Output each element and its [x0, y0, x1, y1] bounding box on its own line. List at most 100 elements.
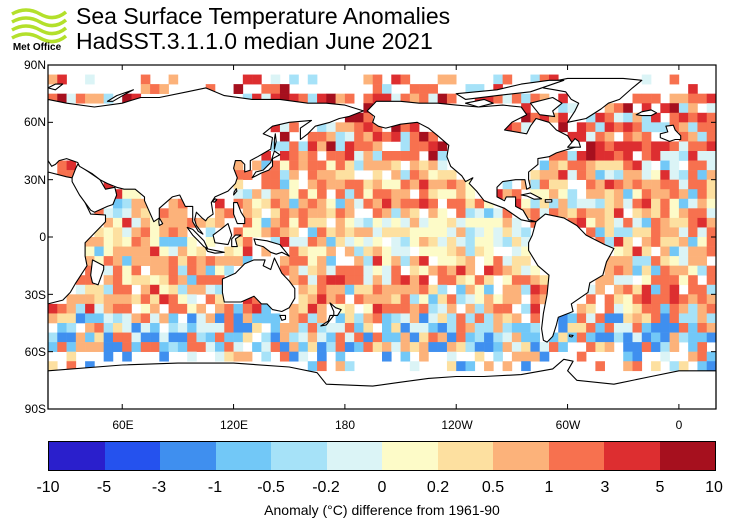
anomaly-cell [279, 122, 290, 133]
anomaly-cell [363, 112, 374, 123]
lat-label-60s: 60S [24, 345, 46, 359]
anomaly-cell [437, 303, 448, 314]
anomaly-cell [391, 265, 401, 276]
anomaly-cell [493, 351, 503, 362]
anomaly-cell [465, 246, 476, 257]
lat-label-90n: 90N [23, 58, 46, 72]
anomaly-cell [317, 294, 327, 305]
anomaly-cell [437, 256, 448, 266]
anomaly-cell [697, 256, 708, 266]
anomaly-cell [372, 189, 383, 200]
anomaly-cell [400, 323, 411, 333]
anomaly-cell [623, 237, 633, 247]
colorbar-tick-label: 5 [655, 479, 665, 496]
anomaly-cell [669, 198, 680, 209]
anomaly-cell [521, 332, 531, 343]
anomaly-cell [456, 265, 466, 276]
anomaly-cell [317, 208, 327, 219]
anomaly-cell [103, 237, 114, 247]
anomaly-cell [307, 294, 318, 305]
anomaly-cell [632, 160, 643, 171]
anomaly-cell [354, 256, 364, 266]
anomaly-cell [391, 208, 401, 219]
anomaly-cell [511, 323, 522, 333]
anomaly-cell [215, 256, 225, 266]
anomaly-cell [400, 342, 411, 352]
anomaly-cell [279, 256, 290, 266]
anomaly-cell [335, 170, 346, 180]
anomaly-cell [252, 323, 262, 333]
anomaly-cell [307, 332, 318, 343]
anomaly-cell [252, 342, 262, 352]
anomaly-cell [168, 275, 179, 286]
anomaly-cell [233, 332, 244, 343]
anomaly-cell [94, 256, 104, 266]
anomaly-cell [706, 323, 717, 333]
anomaly-cell [539, 189, 550, 200]
anomaly-cell [187, 303, 197, 314]
anomaly-cell [335, 122, 346, 133]
anomaly-cell [502, 217, 513, 228]
anomaly-cell [279, 265, 290, 276]
anomaly-cell [215, 323, 225, 333]
anomaly-cell [539, 284, 550, 295]
anomaly-cell [641, 323, 652, 333]
anomaly-cell [196, 284, 207, 295]
anomaly-cell [613, 227, 624, 238]
anomaly-cell [103, 265, 114, 276]
anomaly-cell [131, 323, 142, 333]
anomaly-cell [270, 160, 281, 171]
anomaly-cell [317, 131, 327, 142]
anomaly-cell [317, 256, 327, 266]
anomaly-cell [168, 74, 179, 85]
anomaly-cell [382, 198, 392, 209]
anomaly-cell [632, 256, 643, 266]
anomaly-cell [270, 323, 281, 333]
anomaly-cell [131, 217, 142, 228]
anomaly-cell [428, 284, 438, 295]
anomaly-cell [456, 294, 466, 305]
anomaly-cell [539, 93, 550, 104]
anomaly-cell [363, 103, 374, 114]
anomaly-cell [651, 179, 661, 190]
anomaly-cell [474, 208, 485, 219]
anomaly-cell [511, 332, 522, 343]
anomaly-cell [697, 237, 708, 247]
anomaly-cell [660, 170, 670, 180]
anomaly-cell [335, 93, 346, 104]
anomaly-cell [363, 294, 374, 305]
anomaly-cell [623, 112, 633, 123]
anomaly-cell [279, 160, 290, 171]
anomaly-cell [159, 227, 169, 238]
anomaly-cell [344, 313, 355, 324]
anomaly-cell [187, 246, 197, 257]
anomaly-cell [697, 189, 708, 200]
anomaly-cell [446, 179, 457, 190]
anomaly-cell [456, 208, 466, 219]
anomaly-cell [409, 342, 420, 352]
anomaly-cell [122, 275, 132, 286]
anomaly-cell [261, 313, 271, 324]
logo-swoosh-4 [11, 32, 68, 44]
anomaly-cell [298, 284, 309, 295]
anomaly-cell [437, 208, 448, 219]
anomaly-cell [307, 227, 318, 238]
anomaly-cell [196, 217, 207, 228]
anomaly-cell [177, 323, 188, 333]
anomaly-cell [688, 294, 698, 305]
anomaly-cell [298, 208, 309, 219]
anomaly-cell [456, 313, 466, 324]
land-polygon [233, 188, 238, 196]
anomaly-cell [372, 179, 383, 190]
anomaly-cell [446, 246, 457, 257]
anomaly-cell [270, 237, 281, 247]
anomaly-cell [511, 313, 522, 324]
anomaly-cell [465, 323, 476, 333]
anomaly-cell [317, 141, 327, 152]
anomaly-cell [651, 313, 661, 324]
anomaly-cell [484, 303, 494, 314]
anomaly-cell [688, 141, 698, 152]
anomaly-cell [521, 246, 531, 257]
anomaly-cell [261, 227, 271, 238]
anomaly-cell [474, 313, 485, 324]
